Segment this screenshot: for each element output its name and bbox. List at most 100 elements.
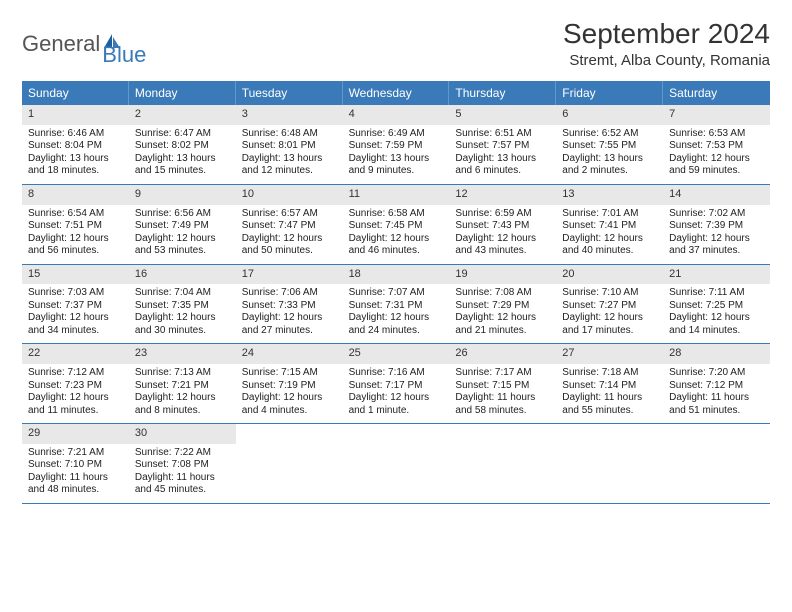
daylight-text: Daylight: 13 hours and 9 minutes. [349, 153, 444, 178]
calendar-cell: 12Sunrise: 6:59 AMSunset: 7:43 PMDayligh… [449, 185, 556, 264]
cell-body: Sunrise: 7:06 AMSunset: 7:33 PMDaylight:… [236, 284, 343, 343]
daylight-text: Daylight: 13 hours and 6 minutes. [455, 153, 550, 178]
sunset-text: Sunset: 7:17 PM [349, 380, 444, 393]
sunset-text: Sunset: 7:43 PM [455, 220, 550, 233]
day-number: 26 [449, 344, 556, 364]
day-number: 30 [129, 424, 236, 444]
day-headers-row: SundayMondayTuesdayWednesdayThursdayFrid… [22, 81, 770, 105]
sunrise-text: Sunrise: 7:07 AM [349, 287, 444, 300]
calendar-cell: 5Sunrise: 6:51 AMSunset: 7:57 PMDaylight… [449, 105, 556, 184]
day-number: 16 [129, 265, 236, 285]
daylight-text: Daylight: 12 hours and 14 minutes. [669, 312, 764, 337]
week-row: 29Sunrise: 7:21 AMSunset: 7:10 PMDayligh… [22, 424, 770, 504]
cell-body: Sunrise: 7:10 AMSunset: 7:27 PMDaylight:… [556, 284, 663, 343]
daylight-text: Daylight: 13 hours and 15 minutes. [135, 153, 230, 178]
calendar-cell: 21Sunrise: 7:11 AMSunset: 7:25 PMDayligh… [663, 265, 770, 344]
sunrise-text: Sunrise: 7:13 AM [135, 367, 230, 380]
calendar-cell: 23Sunrise: 7:13 AMSunset: 7:21 PMDayligh… [129, 344, 236, 423]
daylight-text: Daylight: 12 hours and 40 minutes. [562, 233, 657, 258]
calendar-cell: 2 Sunrise: 6:47 AMSunset: 8:02 PMDaylight… [129, 105, 236, 184]
day-number: 23 [129, 344, 236, 364]
cell-body: Sunrise: 6:54 AMSunset: 7:51 PMDaylight:… [22, 205, 129, 264]
sunrise-text: Sunrise: 7:10 AM [562, 287, 657, 300]
day-number: 15 [22, 265, 129, 285]
sunset-text: Sunset: 7:23 PM [28, 380, 123, 393]
day-number: 4 [343, 105, 450, 125]
day-header-friday: Friday [556, 81, 663, 105]
daylight-text: Daylight: 12 hours and 24 minutes. [349, 312, 444, 337]
calendar-cell: 7Sunrise: 6:53 AMSunset: 7:53 PMDaylight… [663, 105, 770, 184]
logo: General Blue [22, 20, 146, 68]
cell-body: Sunrise: 7:12 AMSunset: 7:23 PMDaylight:… [22, 364, 129, 423]
day-number: 3 [236, 105, 343, 125]
day-number: 18 [343, 265, 450, 285]
sunrise-text: Sunrise: 7:04 AM [135, 287, 230, 300]
day-number: 29 [22, 424, 129, 444]
daylight-text: Daylight: 12 hours and 30 minutes. [135, 312, 230, 337]
cell-body: Sunrise: 6:49 AMSunset: 7:59 PMDaylight:… [343, 125, 450, 184]
sunset-text: Sunset: 7:25 PM [669, 300, 764, 313]
location: Stremt, Alba County, Romania [563, 52, 770, 69]
calendar-cell: 6Sunrise: 6:52 AMSunset: 7:55 PMDaylight… [556, 105, 663, 184]
daylight-text: Daylight: 13 hours and 18 minutes. [28, 153, 123, 178]
calendar-cell: 19Sunrise: 7:08 AMSunset: 7:29 PMDayligh… [449, 265, 556, 344]
cell-body: Sunrise: 6:56 AMSunset: 7:49 PMDaylight:… [129, 205, 236, 264]
week-row: 22Sunrise: 7:12 AMSunset: 7:23 PMDayligh… [22, 344, 770, 424]
sunrise-text: Sunrise: 6:57 AM [242, 208, 337, 221]
day-number: 6 [556, 105, 663, 125]
week-row: 8Sunrise: 6:54 AMSunset: 7:51 PMDaylight… [22, 185, 770, 265]
sunrise-text: Sunrise: 7:20 AM [669, 367, 764, 380]
daylight-text: Daylight: 12 hours and 59 minutes. [669, 153, 764, 178]
day-number: 2 [129, 105, 236, 125]
calendar-cell: 30Sunrise: 7:22 AMSunset: 7:08 PMDayligh… [129, 424, 236, 503]
sunrise-text: Sunrise: 7:17 AM [455, 367, 550, 380]
sunrise-text: Sunrise: 7:21 AM [28, 447, 123, 460]
calendar-cell: 14Sunrise: 7:02 AMSunset: 7:39 PMDayligh… [663, 185, 770, 264]
sunset-text: Sunset: 7:15 PM [455, 380, 550, 393]
day-header-thursday: Thursday [449, 81, 556, 105]
cell-body: Sunrise: 6:46 AMSunset: 8:04 PMDaylight:… [22, 125, 129, 184]
sunset-text: Sunset: 7:21 PM [135, 380, 230, 393]
calendar-cell [556, 424, 663, 503]
daylight-text: Daylight: 12 hours and 21 minutes. [455, 312, 550, 337]
calendar-cell: 20Sunrise: 7:10 AMSunset: 7:27 PMDayligh… [556, 265, 663, 344]
sunrise-text: Sunrise: 6:47 AM [135, 128, 230, 141]
sunset-text: Sunset: 7:35 PM [135, 300, 230, 313]
sunrise-text: Sunrise: 7:15 AM [242, 367, 337, 380]
calendar-cell: 13Sunrise: 7:01 AMSunset: 7:41 PMDayligh… [556, 185, 663, 264]
day-number: 13 [556, 185, 663, 205]
day-number: 21 [663, 265, 770, 285]
calendar-cell: 27Sunrise: 7:18 AMSunset: 7:14 PMDayligh… [556, 344, 663, 423]
day-header-tuesday: Tuesday [236, 81, 343, 105]
calendar-cell: 15Sunrise: 7:03 AMSunset: 7:37 PMDayligh… [22, 265, 129, 344]
daylight-text: Daylight: 12 hours and 1 minute. [349, 392, 444, 417]
sunrise-text: Sunrise: 7:06 AM [242, 287, 337, 300]
cell-body: Sunrise: 7:03 AMSunset: 7:37 PMDaylight:… [22, 284, 129, 343]
day-number: 11 [343, 185, 450, 205]
sunset-text: Sunset: 7:55 PM [562, 140, 657, 153]
sunset-text: Sunset: 7:27 PM [562, 300, 657, 313]
sunset-text: Sunset: 7:41 PM [562, 220, 657, 233]
sunset-text: Sunset: 7:33 PM [242, 300, 337, 313]
cell-body: Sunrise: 7:15 AMSunset: 7:19 PMDaylight:… [236, 364, 343, 423]
daylight-text: Daylight: 11 hours and 48 minutes. [28, 472, 123, 497]
day-header-wednesday: Wednesday [343, 81, 450, 105]
cell-body: Sunrise: 7:17 AMSunset: 7:15 PMDaylight:… [449, 364, 556, 423]
header: General Blue September 2024 Stremt, Alba… [22, 18, 770, 69]
calendar-cell: 22Sunrise: 7:12 AMSunset: 7:23 PMDayligh… [22, 344, 129, 423]
cell-body: Sunrise: 7:02 AMSunset: 7:39 PMDaylight:… [663, 205, 770, 264]
sunrise-text: Sunrise: 6:59 AM [455, 208, 550, 221]
calendar-cell: 18Sunrise: 7:07 AMSunset: 7:31 PMDayligh… [343, 265, 450, 344]
sunset-text: Sunset: 8:02 PM [135, 140, 230, 153]
sunrise-text: Sunrise: 6:49 AM [349, 128, 444, 141]
sunrise-text: Sunrise: 6:56 AM [135, 208, 230, 221]
week-row: 15Sunrise: 7:03 AMSunset: 7:37 PMDayligh… [22, 265, 770, 345]
sunset-text: Sunset: 7:39 PM [669, 220, 764, 233]
day-number: 28 [663, 344, 770, 364]
cell-body: Sunrise: 7:13 AMSunset: 7:21 PMDaylight:… [129, 364, 236, 423]
calendar-cell: 29Sunrise: 7:21 AMSunset: 7:10 PMDayligh… [22, 424, 129, 503]
day-number: 5 [449, 105, 556, 125]
daylight-text: Daylight: 12 hours and 11 minutes. [28, 392, 123, 417]
daylight-text: Daylight: 12 hours and 43 minutes. [455, 233, 550, 258]
day-number: 27 [556, 344, 663, 364]
